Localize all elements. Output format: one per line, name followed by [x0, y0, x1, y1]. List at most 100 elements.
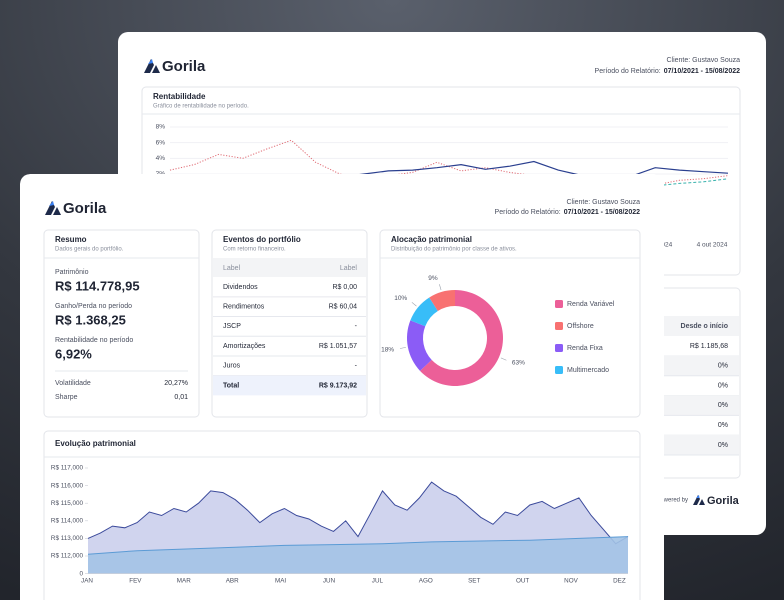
- period-value: 07/10/2021 - 15/08/2022: [564, 209, 640, 216]
- y-tick-label: R$ 113,000: [51, 535, 84, 542]
- period-label: Período do Relatório:: [595, 68, 661, 75]
- card-title: Evolução patrimonial: [55, 439, 136, 448]
- x-tick-label: DEZ: [613, 578, 626, 585]
- metric-label: Volatilidade: [55, 380, 91, 387]
- donut-segment: [407, 320, 432, 371]
- client: Cliente: Gustavo Souza: [566, 199, 640, 206]
- legend-swatch: [555, 322, 563, 330]
- table-cell: -: [355, 363, 358, 370]
- x-tick-label: JAN: [81, 578, 93, 585]
- label-leader: [439, 284, 442, 291]
- label-leader: [399, 347, 406, 349]
- donut-segment: [410, 297, 438, 327]
- y-tick-label: R$ 115,000: [51, 500, 84, 507]
- series-line: [87, 481, 629, 545]
- table-cell: R$ 0,00: [332, 284, 357, 291]
- total-value: R$ 9.173,92: [319, 382, 357, 389]
- card-title: Alocação patrimonial: [391, 235, 472, 244]
- metric-value: 6,92%: [55, 346, 92, 361]
- metric-value: R$ 114.778,95: [55, 278, 140, 293]
- y-tick-label: R$ 116,000: [51, 482, 84, 489]
- card-subtitle: Com retorno financeiro.: [223, 247, 286, 253]
- card-title: Rentabilidade: [153, 92, 206, 101]
- table-header: Desde o início: [681, 323, 728, 330]
- value-label: 10%: [394, 295, 407, 302]
- metric-value: 0,01: [174, 394, 188, 401]
- value-label: 9%: [428, 275, 438, 282]
- card-title: Resumo: [55, 235, 87, 244]
- table-header-bg: [213, 258, 366, 277]
- allocation-chart: 63% 18% 10% 9% Renda Variável Offshore Renda F…: [381, 275, 615, 386]
- series-line: [87, 536, 629, 555]
- x-tick-label: SET: [468, 578, 480, 585]
- table-cell: 0%: [718, 442, 728, 449]
- label-leader: [411, 302, 417, 307]
- value-label: 63%: [512, 359, 525, 366]
- table-cell: R$ 1.051,57: [319, 343, 357, 350]
- card: [43, 229, 200, 418]
- card-subtitle: Gráfico de rentabilidade no período.: [153, 104, 249, 110]
- table-cell: 0%: [718, 363, 728, 370]
- column-header: Label: [340, 265, 358, 272]
- label-leader: [500, 357, 507, 361]
- table-cell: 0%: [718, 402, 728, 409]
- table-cell: R$ 60,04: [329, 304, 358, 311]
- y-tick-label: 8%: [156, 124, 166, 131]
- table-cell: 0%: [718, 382, 728, 389]
- x-tick-label: AGO: [419, 578, 433, 585]
- x-tick-label: OUT: [516, 578, 529, 585]
- y-tick-label: R$ 114,000: [51, 517, 84, 524]
- x-tick-label: FEV: [129, 578, 142, 585]
- table-cell: Juros: [223, 363, 241, 370]
- front-page: Gorila Cliente: Gustavo Souza Período do…: [20, 174, 664, 600]
- metric-label: Sharpe: [55, 394, 78, 401]
- logo-icon: [45, 201, 61, 215]
- x-tick-label: JUL: [372, 578, 384, 585]
- x-tick-label: MAR: [177, 578, 191, 585]
- footer-logo-text: Gorila: [707, 495, 740, 507]
- period-label: Período do Relatório:: [495, 209, 561, 216]
- table-cell: Amortizações: [223, 343, 266, 350]
- period: Período do Relatório: 07/10/2021 - 15/08/…: [595, 68, 741, 75]
- x-tick-label: 2024: [658, 242, 673, 249]
- x-tick-label: 4 out 2024: [697, 242, 728, 249]
- legend-label: Offshore: [567, 323, 594, 330]
- metric-label: Rentabilidade no período: [55, 337, 133, 344]
- donut-segment: [429, 290, 455, 311]
- metric-label: Ganho/Perda no período: [55, 303, 132, 310]
- logo-text: Gorila: [162, 58, 206, 75]
- period-value: 07/10/2021 - 15/08/2022: [664, 68, 740, 75]
- evolution-chart: R$ 117,000 R$ 116,000 R$ 115,000 R$ 114,000…: [51, 465, 629, 585]
- legend-swatch: [555, 344, 563, 352]
- x-tick-label: ABR: [226, 578, 239, 585]
- table-cell: 0%: [718, 422, 728, 429]
- table-cell: -: [355, 323, 358, 330]
- metric-value: R$ 1.368,25: [55, 312, 126, 327]
- y-tick-label: R$ 112,000: [51, 553, 84, 560]
- y-tick-label: 0: [79, 570, 83, 577]
- footer-text: Powered by: [656, 498, 688, 504]
- client: Cliente: Gustavo Souza: [666, 57, 740, 64]
- logo-text: Gorila: [63, 200, 107, 217]
- summary-list: Patrimônio R$ 114.778,95 Ganho/Perda no pe…: [55, 269, 188, 401]
- card-title: Eventos do portfólio: [223, 235, 301, 244]
- table-cell: Dividendos: [223, 284, 258, 291]
- y-tick-label: 6%: [156, 139, 166, 146]
- y-tick-label: 4%: [156, 155, 166, 162]
- x-tick-label: NOV: [564, 578, 578, 585]
- legend-swatch: [555, 300, 563, 308]
- legend-label: Renda Fixa: [567, 345, 603, 352]
- column-header: Label: [223, 265, 241, 272]
- table-cell: Rendimentos: [223, 304, 265, 311]
- donut-segment: [420, 290, 504, 386]
- events-table: Dividendos R$ 0,00 Rendimentos R$ 60,04 JSCP…: [213, 284, 366, 396]
- value-label: 18%: [381, 346, 394, 353]
- card-subtitle: Dados gerais do portfólio.: [55, 247, 124, 253]
- total-label: Total: [223, 382, 239, 389]
- period: Período do Relatório: 07/10/2021 - 15/08/…: [495, 209, 641, 216]
- legend-swatch: [555, 366, 563, 374]
- total-row-bg: [213, 375, 366, 396]
- metric-label: Patrimônio: [55, 269, 89, 276]
